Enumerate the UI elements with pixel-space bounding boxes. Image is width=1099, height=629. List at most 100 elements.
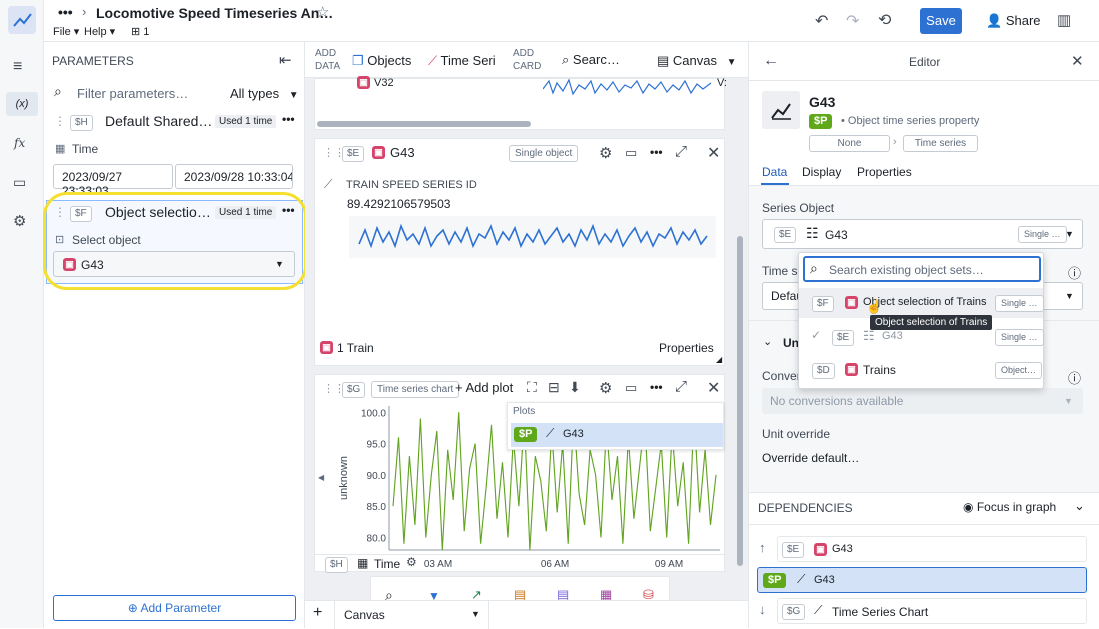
maximize-icon[interactable]: ⤢ bbox=[675, 378, 688, 395]
type-filter-select[interactable]: All types ▼ bbox=[230, 86, 299, 101]
time-series-chart[interactable]: 100.0 95.0 90.0 85.0 80.0 unknown ◀ 03 AM 06 AM 0… bbox=[315, 400, 726, 572]
single-object-badge[interactable]: Single object bbox=[509, 145, 579, 162]
object-select[interactable]: ▣ G43 ▼ bbox=[53, 251, 295, 277]
star-icon[interactable]: ☆ bbox=[316, 4, 330, 21]
more-icon[interactable]: ••• bbox=[282, 112, 295, 126]
cube-icon: ❐ bbox=[352, 53, 364, 68]
file-menu[interactable]: File ▾ bbox=[53, 26, 80, 38]
dropdown-item[interactable]: $E ☷ G43 Single … bbox=[799, 321, 1044, 351]
filter-icon[interactable]: ▼ bbox=[428, 589, 440, 602]
gear-icon[interactable]: ⚙ bbox=[599, 380, 613, 397]
tab-properties[interactable]: Properties bbox=[857, 165, 912, 179]
page-count[interactable]: ⊞ 1 bbox=[131, 26, 150, 38]
dropdown-item[interactable]: $D ▣ Trains Object… bbox=[799, 354, 1043, 384]
list-icon[interactable]: ≡ bbox=[13, 58, 23, 75]
chevron-down-icon[interactable]: ⌄ bbox=[763, 336, 773, 348]
help-menu[interactable]: Help ▾ bbox=[84, 26, 116, 38]
app-logo-icon[interactable] bbox=[8, 6, 36, 34]
properties-link[interactable]: Properties bbox=[659, 341, 714, 355]
focus-in-graph-button[interactable]: ◉ Focus in graph bbox=[963, 500, 1057, 514]
search-cards-button[interactable]: ⌕ Searc… bbox=[562, 52, 620, 67]
dropdown-item-hovered[interactable]: $F ▣ Object selection of Trains Single … bbox=[799, 288, 1044, 318]
objects-button[interactable]: ❐ Objects bbox=[352, 53, 412, 68]
series-object-select[interactable]: $E ☷ G43 Single … ▼ bbox=[762, 219, 1083, 249]
presentation-icon[interactable]: ▭ bbox=[13, 174, 27, 190]
time-series-chart-badge[interactable]: Time series chart bbox=[371, 381, 460, 398]
panel-toggle-icon[interactable]: ▥ bbox=[1057, 12, 1072, 29]
time-series-chip[interactable]: Time series bbox=[903, 135, 978, 152]
tab-data[interactable]: Data bbox=[762, 165, 788, 179]
info-icon[interactable]: ⓘ bbox=[1068, 266, 1082, 281]
gear-icon[interactable]: ⚙ bbox=[406, 555, 417, 569]
tab-display[interactable]: Display bbox=[802, 165, 842, 179]
param-name[interactable]: Default Shared Tim bbox=[105, 113, 213, 129]
close-icon[interactable]: ✕ bbox=[1071, 53, 1084, 70]
download-icon[interactable]: ⬇ bbox=[569, 379, 581, 395]
layout-icon[interactable]: ⊟ bbox=[548, 379, 560, 395]
close-icon[interactable]: ✕ bbox=[707, 145, 721, 162]
end-time-input[interactable]: 2023/09/28 10:33:04 bbox=[175, 164, 293, 189]
list-icon: ☷ bbox=[806, 225, 819, 241]
dependency-item-selected[interactable]: $P ⟋ G43 bbox=[757, 567, 1087, 593]
more-icon[interactable]: ••• bbox=[650, 380, 663, 394]
add-parameter-button[interactable]: ⊕ Add Parameter bbox=[53, 595, 296, 621]
dependency-item[interactable]: $G ⟋ Time Series Chart bbox=[777, 598, 1087, 624]
fit-icon[interactable]: ⛶ bbox=[527, 379, 537, 395]
search-icon[interactable]: ⌕ bbox=[385, 587, 393, 602]
present-icon[interactable]: ▭ bbox=[625, 380, 638, 395]
close-icon[interactable]: ✕ bbox=[707, 380, 721, 397]
cards-icon[interactable]: ▤ bbox=[557, 587, 570, 602]
variables-icon[interactable]: (x) bbox=[6, 92, 38, 116]
gear-icon[interactable]: ⚙ bbox=[599, 145, 613, 162]
function-icon[interactable]: fx bbox=[14, 136, 26, 150]
document-icon[interactable]: ▤ bbox=[514, 587, 527, 602]
object-icon: ⊡ bbox=[55, 234, 65, 246]
resize-handle-icon[interactable]: ◢ bbox=[716, 355, 723, 364]
override-default-input[interactable]: Override default… bbox=[762, 451, 860, 465]
history-icon[interactable]: ⟲ bbox=[878, 12, 892, 29]
x-tick-label: 09 AM bbox=[655, 559, 683, 570]
redo-icon[interactable]: ↷ bbox=[846, 13, 860, 30]
info-icon[interactable]: ⓘ bbox=[1068, 371, 1082, 386]
canvas-tab[interactable]: Canvas ▼ bbox=[334, 601, 489, 629]
editor-title: Editor bbox=[909, 55, 941, 69]
share-button[interactable]: 👤 Share bbox=[986, 13, 1041, 28]
plot-item[interactable]: $P ⟋ G43 bbox=[511, 423, 723, 447]
collapse-panel-icon[interactable]: ⇤ bbox=[279, 52, 292, 69]
drag-handle-icon[interactable]: ⋮⋮ bbox=[323, 383, 345, 395]
back-arrow-icon[interactable]: ← bbox=[763, 52, 779, 69]
unit-section-title[interactable]: Un bbox=[783, 336, 799, 350]
vertical-scrollbar[interactable] bbox=[737, 236, 743, 566]
dependency-item[interactable]: $E ▣ G43 bbox=[777, 536, 1087, 562]
page-title[interactable]: Locomotive Speed Timeseries An… bbox=[96, 5, 334, 21]
chevron-right-icon: › bbox=[82, 4, 87, 19]
horizontal-scrollbar[interactable] bbox=[317, 121, 531, 127]
drag-handle-icon[interactable]: ⋮⋮ bbox=[323, 147, 345, 159]
result-count[interactable]: 1 Train bbox=[337, 341, 374, 355]
gear-icon[interactable]: ⚙ bbox=[13, 213, 27, 230]
time-label[interactable]: Time bbox=[374, 557, 401, 571]
present-icon[interactable]: ▭ bbox=[625, 145, 638, 160]
more-icon[interactable]: ••• bbox=[58, 4, 73, 20]
chart-line-icon: ⟋ bbox=[797, 572, 806, 586]
object-set-search[interactable]: ⌕ Search existing object sets… bbox=[803, 256, 1041, 282]
filter-parameters-input[interactable]: Filter parameters… bbox=[77, 86, 189, 101]
y-tick-label: 85.0 bbox=[367, 502, 387, 513]
save-button[interactable]: Save bbox=[920, 8, 962, 34]
trend-icon[interactable]: ↗ bbox=[471, 587, 482, 602]
time-series-button[interactable]: ⟋ Time Seri bbox=[428, 53, 496, 68]
chevron-down-icon[interactable]: ⌄ bbox=[1074, 498, 1085, 513]
start-time-input[interactable]: 2023/09/27 23:33:03 bbox=[53, 164, 173, 198]
maximize-icon[interactable]: ⤢ bbox=[675, 143, 688, 160]
table-icon[interactable]: ▦ bbox=[600, 587, 613, 602]
calendar-icon: ▦ bbox=[357, 556, 369, 570]
database-icon[interactable]: ⛁ bbox=[643, 587, 654, 602]
add-plot-button[interactable]: + Add plot bbox=[455, 380, 514, 395]
add-tab-icon[interactable]: + bbox=[313, 604, 323, 621]
undo-icon[interactable]: ↶ bbox=[815, 13, 829, 30]
more-icon[interactable]: ••• bbox=[650, 145, 663, 159]
object-tag: $P bbox=[809, 114, 833, 129]
canvas-button[interactable]: ▤ Canvas ▼ bbox=[657, 53, 737, 68]
none-chip[interactable]: None bbox=[809, 135, 890, 152]
arrow-down-icon: ↓ bbox=[759, 602, 766, 617]
